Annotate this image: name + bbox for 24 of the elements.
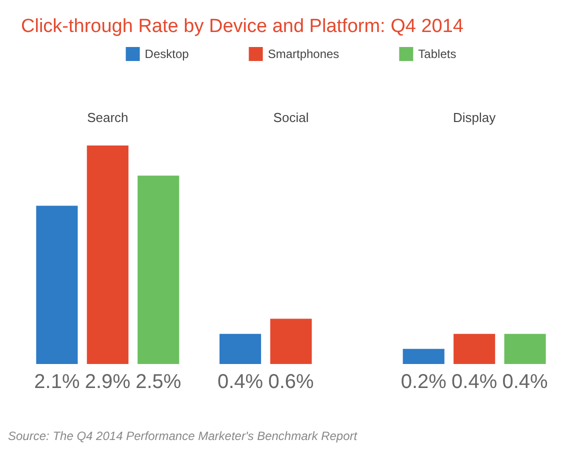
bar xyxy=(402,348,444,364)
bar xyxy=(270,318,312,364)
x-tick-label: Social xyxy=(273,110,309,125)
data-label: 0.4% xyxy=(502,371,548,393)
legend-label: Desktop xyxy=(144,47,190,61)
x-tick-label: Display xyxy=(453,110,496,125)
bar xyxy=(86,146,128,364)
data-label: 2.9% xyxy=(84,371,131,393)
data-label: 0.4% xyxy=(217,371,264,393)
bar xyxy=(220,334,262,364)
legend-label: Smartphones xyxy=(268,47,340,61)
legend-label: Tablets xyxy=(418,47,456,61)
bar xyxy=(138,176,180,364)
x-tick-label: Search xyxy=(87,110,128,125)
chart-title: Click-through Rate by Device and Platform: Q4 2014 xyxy=(21,16,464,37)
source-note: Source: The Q4 2014 Performance Marketer's Benchmark Report xyxy=(8,429,358,443)
bar xyxy=(454,334,496,364)
data-label: 0.2% xyxy=(400,371,447,393)
bar xyxy=(504,334,546,364)
data-label: 0.6% xyxy=(268,371,314,393)
bar xyxy=(36,206,78,364)
data-label: 2.1% xyxy=(34,371,80,393)
data-label: 2.5% xyxy=(136,371,182,393)
data-label: 0.4% xyxy=(452,371,498,393)
